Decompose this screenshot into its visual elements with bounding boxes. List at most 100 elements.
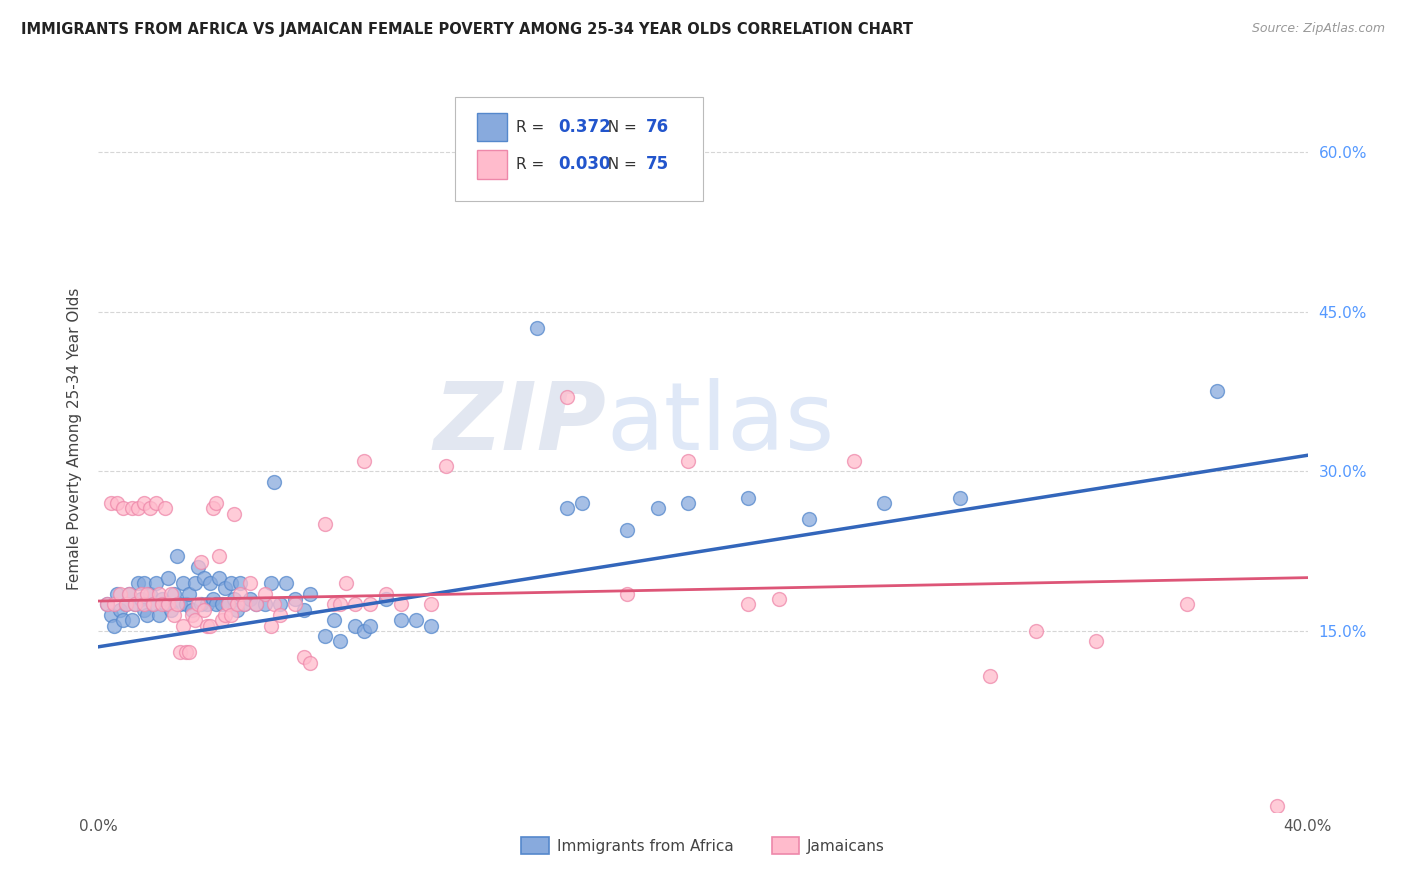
Point (217, 597, 239, 611)
Bar (477, 151, 508, 178)
Point (344, 618, 367, 632)
Point (127, 576, 149, 591)
Point (737, 597, 759, 611)
Point (145, 496, 167, 510)
Point (221, 576, 243, 591)
Point (360, 618, 382, 632)
Point (150, 597, 173, 611)
Point (103, 597, 125, 611)
Point (181, 602, 204, 616)
Point (202, 591, 225, 606)
Point (153, 597, 176, 611)
Point (208, 571, 231, 585)
Point (205, 496, 228, 510)
Point (129, 586, 152, 600)
Legend: Immigrants from Africa, Jamaicans: Immigrants from Africa, Jamaicans (516, 831, 890, 860)
Point (526, 320, 548, 334)
Point (676, 496, 699, 510)
Point (232, 597, 254, 611)
Point (166, 597, 188, 611)
Point (647, 501, 669, 516)
Point (232, 597, 254, 611)
Point (205, 597, 228, 611)
Point (1085, 634, 1108, 648)
Point (142, 597, 165, 611)
Point (1175, 597, 1198, 611)
Point (1206, 384, 1229, 399)
Point (269, 607, 291, 622)
Point (239, 591, 262, 606)
Point (190, 555, 212, 569)
Point (193, 602, 215, 616)
Point (214, 582, 236, 596)
Point (616, 523, 638, 537)
Point (129, 591, 152, 606)
Point (160, 602, 183, 616)
Point (174, 645, 197, 659)
Point (797, 512, 820, 526)
Point (260, 618, 283, 632)
Point (263, 597, 285, 611)
Point (195, 597, 218, 611)
Point (353, 453, 375, 467)
Point (163, 607, 186, 622)
FancyBboxPatch shape (456, 96, 703, 201)
Point (768, 591, 790, 606)
Point (105, 496, 128, 510)
Point (139, 586, 162, 600)
Point (214, 607, 236, 622)
Point (208, 549, 231, 564)
Point (166, 549, 188, 564)
Text: 0.372: 0.372 (558, 119, 610, 136)
Text: ZIP: ZIP (433, 378, 606, 470)
Point (389, 613, 412, 627)
Point (323, 613, 346, 627)
Point (174, 597, 197, 611)
Point (314, 629, 336, 643)
Point (389, 597, 412, 611)
Point (229, 576, 252, 591)
Point (1024, 624, 1046, 638)
Text: 76: 76 (647, 119, 669, 136)
Point (979, 668, 1001, 682)
Point (132, 602, 155, 616)
Point (200, 618, 222, 632)
Point (187, 560, 209, 574)
Point (142, 597, 165, 611)
Point (253, 586, 276, 600)
Point (226, 597, 249, 611)
Point (844, 453, 866, 467)
Point (111, 613, 134, 627)
Point (135, 586, 157, 600)
Point (420, 618, 443, 632)
Point (105, 586, 128, 600)
Point (163, 586, 186, 600)
Point (239, 576, 262, 591)
Point (145, 576, 167, 591)
Point (124, 597, 146, 611)
Point (873, 496, 896, 510)
Point (360, 597, 382, 611)
Point (111, 501, 134, 516)
Point (96, 597, 118, 611)
Point (616, 586, 638, 600)
Point (420, 597, 443, 611)
Point (181, 607, 204, 622)
Point (153, 501, 176, 516)
Point (329, 634, 352, 648)
Point (184, 613, 207, 627)
Point (121, 501, 143, 516)
Point (190, 597, 212, 611)
Point (226, 602, 249, 616)
Text: atlas: atlas (606, 378, 835, 470)
Point (108, 602, 131, 616)
Point (121, 613, 143, 627)
Point (139, 501, 162, 516)
Point (187, 597, 209, 611)
Point (555, 390, 578, 404)
Point (135, 607, 157, 622)
Point (292, 602, 315, 616)
Point (193, 571, 215, 585)
Point (224, 507, 246, 521)
Point (169, 645, 191, 659)
